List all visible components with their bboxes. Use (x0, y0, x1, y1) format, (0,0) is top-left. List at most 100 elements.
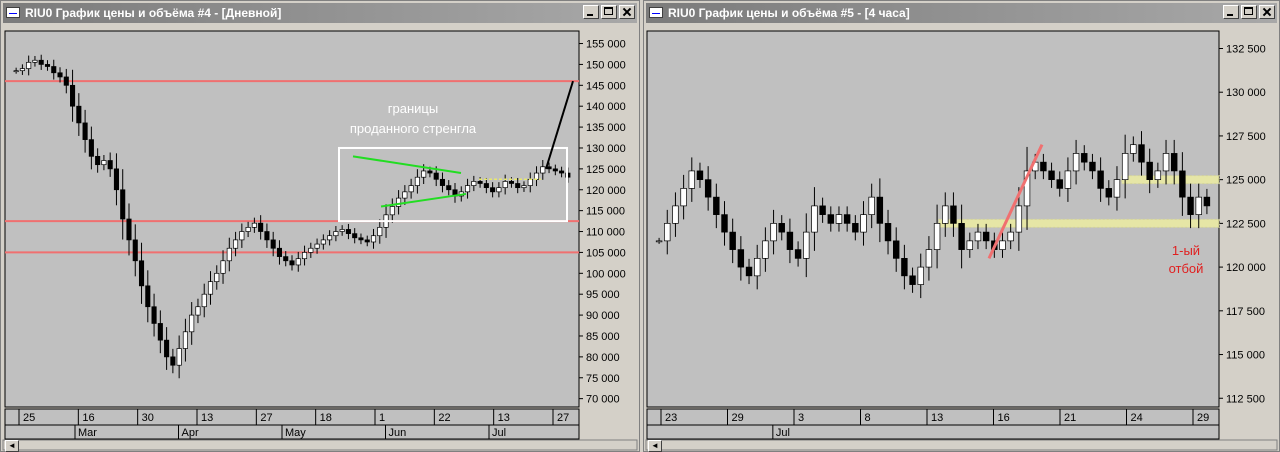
candle[interactable] (82, 122, 88, 140)
candle[interactable] (370, 235, 377, 243)
candle[interactable] (70, 84, 76, 107)
candle[interactable] (721, 214, 728, 233)
maximize-button[interactable] (1241, 5, 1257, 19)
candle[interactable] (295, 258, 301, 266)
plot-area[interactable] (4, 30, 580, 408)
candle[interactable] (258, 222, 264, 232)
candle[interactable] (421, 170, 427, 178)
horizontal-scrollbar[interactable] (645, 439, 1278, 451)
candle[interactable] (527, 178, 533, 186)
candle[interactable] (113, 168, 119, 191)
candle[interactable] (402, 191, 408, 199)
title-bar[interactable]: RIU0 График цены и объёма #4 - [Дневной] (3, 3, 637, 23)
price-chart-daily[interactable]: 155 000 150 000 145 000 140 000 135 000 130 0… (1, 1, 639, 451)
candle[interactable] (925, 249, 933, 268)
candle[interactable] (917, 266, 924, 285)
candle[interactable] (358, 237, 364, 241)
candle[interactable] (496, 187, 502, 193)
candle[interactable] (811, 205, 818, 233)
candle[interactable] (552, 168, 558, 172)
candle[interactable] (308, 247, 314, 253)
candle[interactable] (276, 247, 283, 257)
candle[interactable] (868, 196, 875, 215)
candle[interactable] (145, 285, 151, 308)
candle[interactable] (220, 260, 226, 274)
candle[interactable] (1089, 161, 1096, 172)
candle[interactable] (389, 206, 395, 216)
candle[interactable] (1170, 153, 1178, 172)
candle[interactable] (164, 339, 170, 358)
candle[interactable] (483, 183, 489, 189)
candle[interactable] (1146, 161, 1153, 181)
candle[interactable] (696, 170, 704, 181)
candle[interactable] (132, 239, 138, 262)
candle[interactable] (270, 239, 276, 249)
candle[interactable] (446, 185, 452, 191)
candle[interactable] (1064, 170, 1072, 189)
candle[interactable] (1056, 179, 1063, 189)
candle[interactable] (835, 214, 843, 224)
candle[interactable] (101, 160, 107, 166)
candle[interactable] (942, 205, 949, 224)
candle[interactable] (745, 266, 753, 277)
candle[interactable] (540, 166, 546, 174)
candle[interactable] (1097, 170, 1104, 189)
candle[interactable] (151, 306, 157, 324)
candle[interactable] (664, 223, 671, 242)
candle[interactable] (120, 189, 126, 220)
candle[interactable] (264, 231, 270, 241)
candle[interactable] (1203, 196, 1211, 207)
candle[interactable] (38, 59, 44, 65)
candle[interactable] (958, 223, 965, 250)
horizontal-scrollbar[interactable] (2, 439, 638, 451)
candle[interactable] (471, 181, 477, 186)
candle[interactable] (966, 240, 974, 250)
candle[interactable] (778, 223, 785, 233)
candle[interactable] (933, 223, 941, 250)
candle[interactable] (515, 183, 521, 189)
candle[interactable] (301, 252, 308, 260)
candle[interactable] (1138, 144, 1145, 163)
candle[interactable] (688, 170, 696, 189)
chart-app-icon[interactable] (6, 7, 20, 18)
candle[interactable] (1040, 161, 1047, 172)
candle[interactable] (477, 181, 483, 184)
candle[interactable] (655, 240, 663, 243)
close-button[interactable] (1259, 5, 1275, 19)
candle[interactable] (1015, 205, 1023, 233)
candle[interactable] (214, 272, 220, 283)
candle[interactable] (1195, 196, 1202, 215)
candle[interactable] (753, 257, 761, 277)
candle[interactable] (1048, 170, 1055, 181)
candle[interactable] (1162, 153, 1170, 172)
candle[interactable] (107, 160, 113, 170)
candle[interactable] (51, 66, 57, 74)
candle[interactable] (901, 257, 908, 277)
candle[interactable] (138, 260, 145, 287)
candle[interactable] (289, 260, 295, 266)
candle[interactable] (999, 240, 1006, 250)
candle[interactable] (704, 179, 712, 198)
candle[interactable] (201, 293, 207, 308)
candle[interactable] (680, 188, 687, 207)
candle[interactable] (884, 223, 892, 242)
candle[interactable] (283, 256, 289, 262)
candle[interactable] (182, 331, 188, 349)
scroll-left-button[interactable]: ◄ (5, 440, 19, 452)
maximize-button[interactable] (601, 5, 617, 19)
candle[interactable] (852, 223, 859, 233)
candle[interactable] (876, 196, 884, 224)
candle[interactable] (19, 68, 25, 72)
candle[interactable] (860, 214, 867, 233)
candle[interactable] (126, 218, 132, 241)
candle[interactable] (1154, 170, 1162, 181)
candle[interactable] (737, 249, 745, 268)
candle[interactable] (32, 59, 38, 63)
candle[interactable] (88, 139, 94, 157)
candle[interactable] (1105, 188, 1113, 198)
candle[interactable] (672, 205, 679, 224)
candle[interactable] (508, 181, 514, 184)
candle[interactable] (239, 231, 245, 241)
candle[interactable] (226, 247, 232, 262)
candle[interactable] (427, 170, 433, 174)
